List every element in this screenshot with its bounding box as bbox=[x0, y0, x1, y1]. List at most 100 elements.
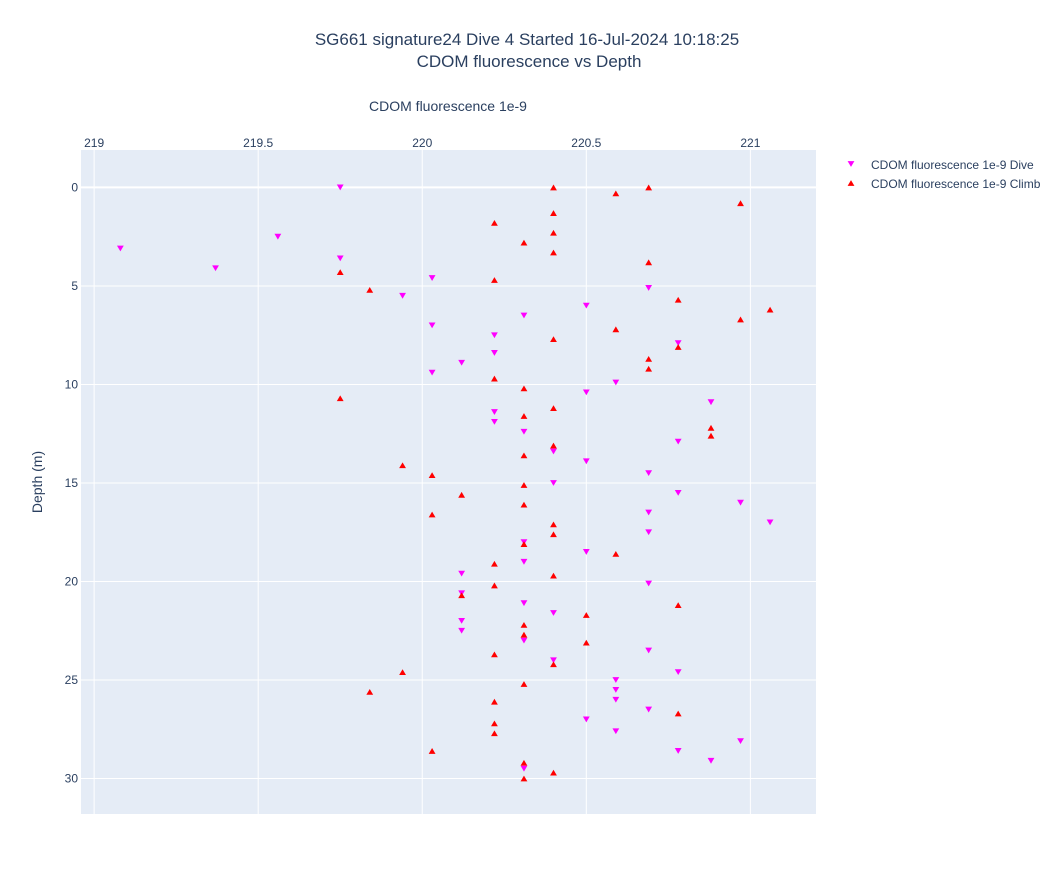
data-point-dive bbox=[645, 509, 653, 516]
data-point-dive bbox=[550, 657, 557, 664]
data-point-climb bbox=[399, 462, 406, 469]
data-point-climb bbox=[491, 277, 498, 283]
data-point-climb bbox=[336, 269, 344, 276]
data-point-climb bbox=[336, 395, 344, 402]
data-point-climb bbox=[550, 249, 557, 256]
data-point-climb bbox=[491, 220, 498, 226]
data-point-climb bbox=[550, 336, 557, 343]
data-point-dive bbox=[428, 369, 436, 376]
data-point-dive bbox=[520, 637, 528, 644]
data-point-dive bbox=[336, 255, 344, 262]
data-point-climb bbox=[399, 669, 406, 676]
data-point-dive bbox=[491, 419, 498, 425]
data-point-dive bbox=[428, 275, 436, 281]
data-point-climb bbox=[550, 769, 557, 776]
data-point-climb bbox=[520, 759, 528, 766]
data-point-dive bbox=[645, 647, 653, 654]
data-point-climb bbox=[550, 229, 557, 236]
data-point-climb bbox=[612, 551, 620, 557]
data-point-climb bbox=[550, 661, 557, 668]
data-point-climb bbox=[520, 501, 528, 508]
data-point-dive bbox=[612, 696, 620, 703]
data-point-climb bbox=[520, 681, 528, 687]
data-point-climb bbox=[520, 631, 528, 638]
x-tick-label: 220 bbox=[412, 136, 432, 150]
data-point-dive bbox=[645, 706, 653, 713]
data-point-climb bbox=[520, 482, 528, 488]
data-point-climb bbox=[428, 472, 436, 478]
data-point-climb bbox=[491, 375, 498, 382]
data-point-dive bbox=[458, 627, 466, 634]
y-tick-label: 0 bbox=[71, 180, 78, 194]
data-point-climb bbox=[458, 592, 466, 599]
legend-symbol-dive bbox=[847, 161, 855, 167]
data-point-dive bbox=[458, 359, 466, 366]
data-point-climb bbox=[491, 698, 498, 705]
legend-item-dive[interactable]: CDOM fluorescence 1e-9 Dive bbox=[847, 158, 1034, 172]
data-point-dive bbox=[707, 399, 715, 406]
data-point-climb bbox=[674, 710, 682, 717]
data-point-climb bbox=[550, 184, 557, 191]
data-point-climb bbox=[491, 720, 498, 727]
data-point-dive bbox=[491, 409, 498, 415]
data-point-dive bbox=[766, 519, 774, 526]
data-point-climb bbox=[458, 491, 466, 498]
data-point-climb bbox=[520, 413, 528, 419]
data-point-dive bbox=[520, 765, 528, 772]
data-point-climb bbox=[766, 306, 774, 313]
data-point-dive bbox=[737, 499, 744, 506]
y-tick-label: 10 bbox=[65, 377, 79, 391]
data-point-dive bbox=[674, 669, 682, 676]
data-point-climb bbox=[645, 259, 653, 266]
y-axis-ticks: 0 5 10 15 20 25 30 bbox=[65, 180, 79, 785]
legend-label-dive: CDOM fluorescence 1e-9 Dive bbox=[871, 158, 1034, 172]
data-point-climb bbox=[520, 775, 528, 782]
data-point-dive bbox=[458, 618, 466, 624]
x-tick-label: 219 bbox=[84, 136, 104, 150]
data-point-dive bbox=[582, 458, 590, 465]
data-point-climb bbox=[520, 541, 528, 547]
data-point-climb bbox=[645, 355, 653, 362]
x-tick-label: 221 bbox=[740, 136, 760, 150]
data-point-climb bbox=[645, 365, 653, 372]
data-point-dive bbox=[612, 728, 620, 735]
y-tick-label: 25 bbox=[65, 673, 79, 687]
data-point-dive bbox=[645, 470, 653, 477]
data-point-climb bbox=[582, 639, 590, 646]
data-point-dive bbox=[520, 558, 528, 565]
data-point-dive bbox=[612, 379, 620, 386]
data-point-climb bbox=[428, 748, 436, 754]
data-point-dive bbox=[520, 312, 528, 319]
legend-label-climb: CDOM fluorescence 1e-9 Climb bbox=[871, 177, 1041, 191]
data-point-dive bbox=[582, 302, 590, 309]
data-point-climb bbox=[737, 316, 744, 323]
data-point-climb bbox=[520, 239, 528, 246]
data-point-climb bbox=[520, 452, 528, 459]
data-point-dive bbox=[737, 738, 744, 744]
data-point-dive bbox=[674, 340, 682, 346]
legend-item-climb[interactable]: CDOM fluorescence 1e-9 Climb bbox=[847, 177, 1041, 191]
data-point-dive bbox=[674, 748, 682, 754]
data-point-climb bbox=[550, 572, 557, 579]
data-point-climb bbox=[491, 582, 498, 589]
data-point-dive bbox=[116, 245, 124, 252]
x-axis-title: CDOM fluorescence 1e-9 bbox=[369, 98, 527, 114]
data-point-dive bbox=[458, 570, 466, 577]
data-point-climb bbox=[550, 210, 557, 216]
y-tick-label: 30 bbox=[65, 772, 79, 786]
data-point-dive bbox=[612, 686, 620, 693]
data-point-dive bbox=[645, 529, 653, 536]
legend-symbol-climb bbox=[847, 180, 855, 186]
data-point-dive bbox=[674, 489, 682, 496]
data-point-climb bbox=[550, 442, 557, 449]
data-point-climb bbox=[645, 184, 653, 191]
data-point-climb bbox=[520, 621, 528, 628]
data-point-climb bbox=[550, 405, 557, 412]
data-point-dive bbox=[582, 549, 590, 555]
legend[interactable]: CDOM fluorescence 1e-9 Dive CDOM fluores… bbox=[847, 158, 1041, 191]
x-axis-ticks: 219 219.5 220 220.5 221 bbox=[84, 136, 761, 150]
data-point-dive bbox=[520, 600, 528, 607]
data-point-climb bbox=[582, 612, 590, 618]
data-point-climb bbox=[366, 688, 374, 695]
data-point-climb bbox=[520, 385, 528, 392]
